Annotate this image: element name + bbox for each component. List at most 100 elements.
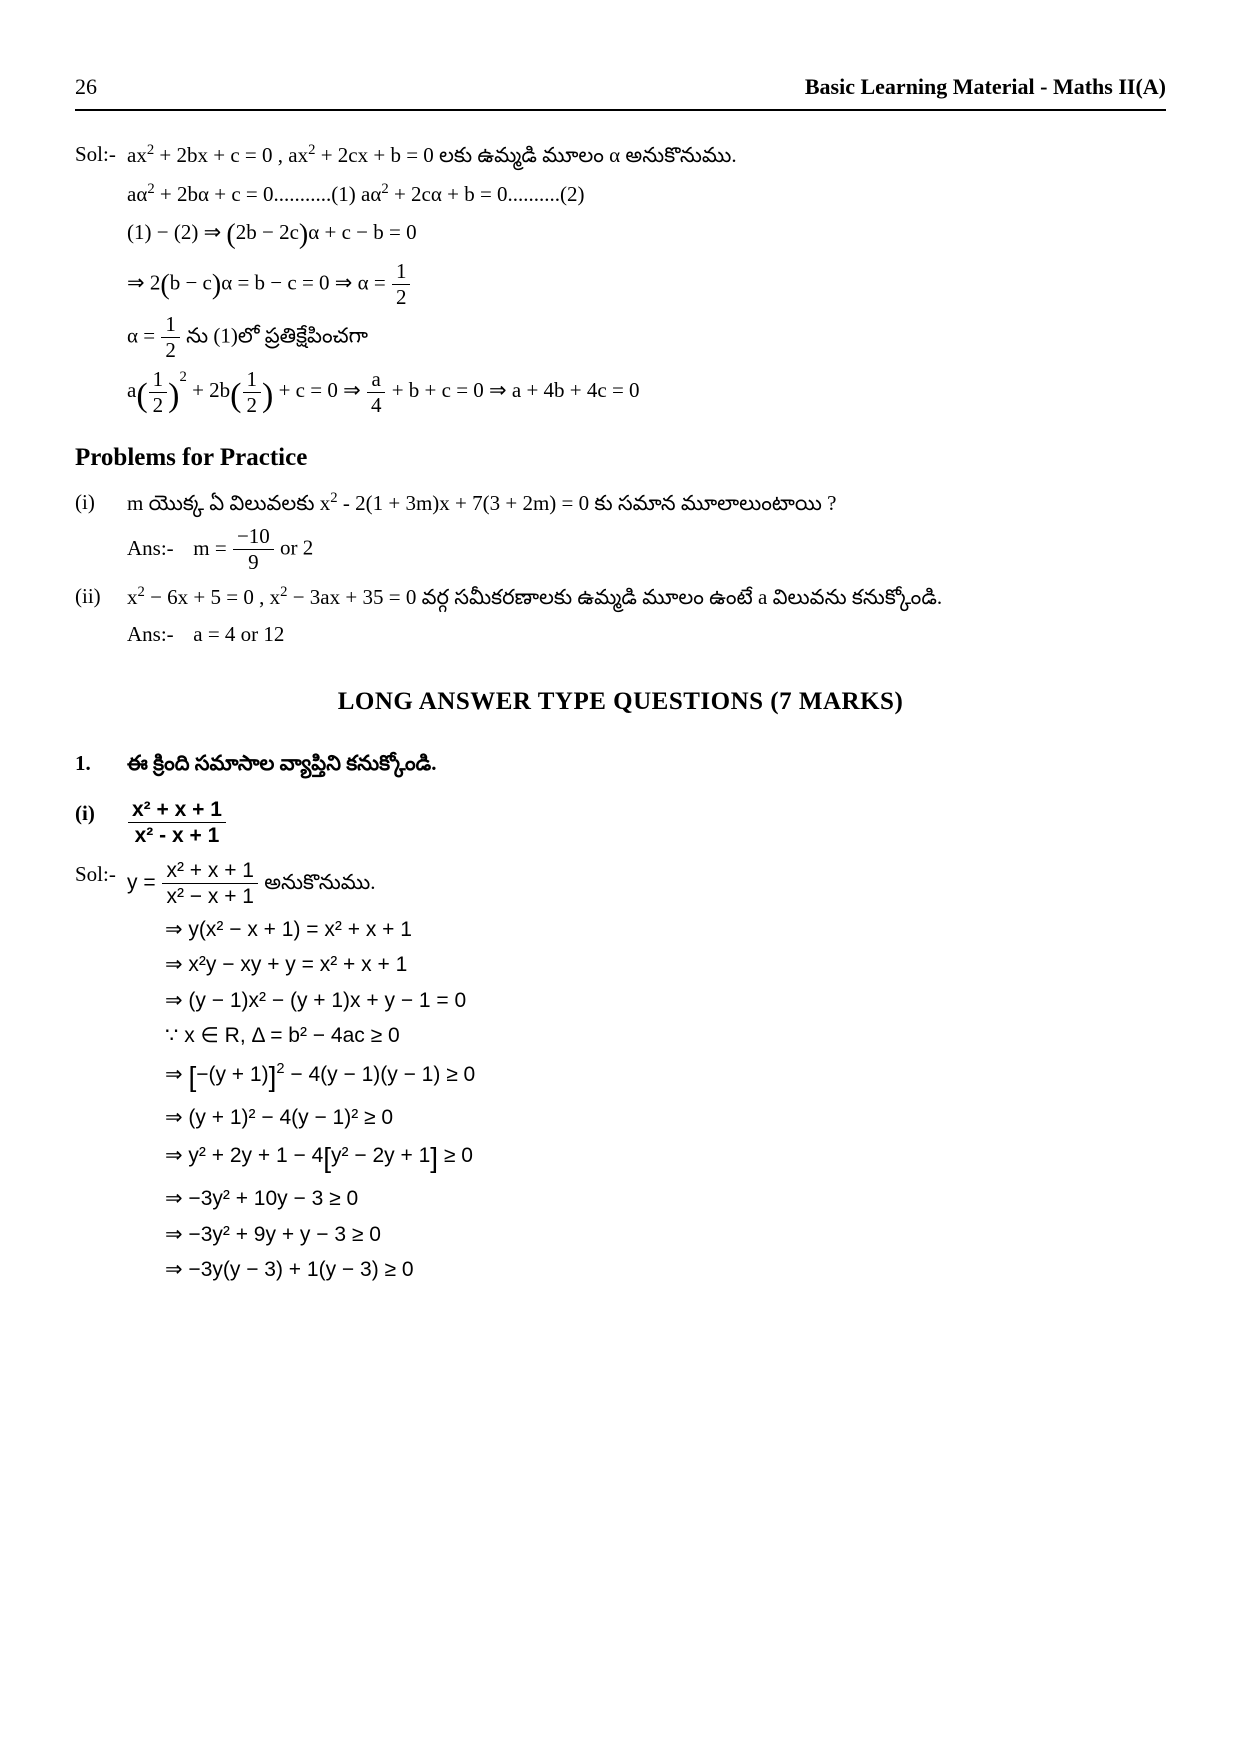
num: x² + x + 1	[128, 798, 226, 822]
num: 1	[161, 313, 180, 337]
frac-half: 12	[161, 313, 180, 362]
num: a	[367, 368, 386, 392]
sol2-l2: ⇒ y(x² − x + 1) = x² + x + 1	[165, 914, 1166, 946]
num: 1	[243, 368, 262, 392]
num: 1	[392, 260, 411, 284]
txt: m యొక్క ఏ విలువలకు x	[127, 491, 330, 515]
frac-half: 12	[392, 260, 411, 309]
txt: + 2cx + b = 0 లకు ఉమ్మడి మూలం α అనుకొనుమ…	[315, 143, 736, 167]
page-header: 26 Basic Learning Material - Maths II(A)	[75, 70, 1166, 111]
sol2-l5: ∵ x ∈ R, Δ = b² − 4ac ≥ 0	[165, 1020, 1166, 1052]
sol2-l8: ⇒ y² + 2y + 1 − 4[y² − 2y + 1] ≥ 0	[165, 1137, 1166, 1179]
txt: + 2b	[187, 378, 230, 402]
txt: - 2(1 + 3m)x + 7(3 + 2m) = 0 కు సమాన మూల…	[338, 491, 837, 515]
txt: − 4(y − 1)(y − 1) ≥ 0	[285, 1063, 476, 1086]
practice-ii: (ii) x2 − 6x + 5 = 0 , x2 − 3ax + 35 = 0…	[75, 581, 1166, 614]
sup: 2	[330, 490, 337, 506]
sol2-l1: y = x² + x + 1x² − x + 1 అనుకొనుము.	[127, 859, 1166, 908]
sol2-l10: ⇒ −3y² + 9y + y − 3 ≥ 0	[165, 1219, 1166, 1251]
num: x² + x + 1	[162, 859, 258, 883]
frac-m: −109	[233, 525, 274, 574]
sol1-line5: α = 12 ను (1)లో ప్రతిక్షేపించగా	[127, 313, 1166, 362]
lparen: (	[160, 269, 169, 300]
practice-ii-q: x2 − 6x + 5 = 0 , x2 − 3ax + 35 = 0 వర్గ…	[127, 581, 1166, 614]
num: −10	[233, 525, 274, 549]
den: x² − x + 1	[162, 883, 258, 908]
den: 2	[161, 337, 180, 362]
txt: α = b − c = 0 ⇒ α =	[221, 270, 391, 294]
txt: ≥ 0	[438, 1144, 473, 1167]
txt: + c = 0 ⇒	[273, 378, 366, 402]
txt: x	[127, 585, 138, 609]
txt: m =	[193, 536, 232, 560]
sup: 2	[381, 181, 388, 197]
sol-label: Sol:-	[75, 139, 127, 171]
txt: y =	[127, 871, 161, 894]
sol1-line2: aα2 + 2bα + c = 0...........(1) aα2 + 2c…	[127, 178, 1166, 211]
rparen: )	[168, 377, 179, 414]
q1-i-row: (i) x² + x + 1x² - x + 1	[75, 798, 1166, 847]
ans-label: Ans:-	[127, 619, 182, 651]
page-number: 26	[75, 70, 97, 103]
txt: b − c	[170, 270, 212, 294]
txt: or 2	[275, 536, 314, 560]
q1-row: 1. ఈ క్రింది సమాసాల వ్యాప్తిని కనుక్కోండ…	[75, 748, 1166, 780]
sol2-label: Sol:-	[75, 859, 127, 891]
txt: (1) − (2) ⇒	[127, 220, 226, 244]
rparen: )	[262, 377, 273, 414]
den: 2	[149, 392, 168, 417]
txt: ax	[127, 143, 147, 167]
practice-ii-ans: Ans:- a = 4 or 12	[127, 619, 1166, 651]
frac-a4: a4	[367, 368, 386, 417]
den: 2	[243, 392, 262, 417]
txt: y² − 2y + 1	[331, 1144, 430, 1167]
txt: − 3ax + 35 = 0 వర్గ సమీకరణాలకు ఉమ్మడి మూ…	[287, 585, 942, 609]
txt: ను (1)లో ప్రతిక్షేపించగా	[181, 324, 368, 348]
sol2-l7: ⇒ (y + 1)² − 4(y − 1)² ≥ 0	[165, 1102, 1166, 1134]
txt: a	[127, 378, 136, 402]
q1-i-frac: x² + x + 1x² - x + 1	[127, 798, 1166, 847]
sol2-l4: ⇒ (y − 1)x² − (y + 1)x + y − 1 = 0	[165, 985, 1166, 1017]
lparen: (	[136, 377, 147, 414]
sol2-l3: ⇒ x²y − xy + y = x² + x + 1	[165, 949, 1166, 981]
txt: అనుకొనుము.	[259, 870, 376, 894]
den: 2	[392, 284, 411, 309]
den: x² - x + 1	[128, 822, 226, 847]
book-title: Basic Learning Material - Maths II(A)	[805, 70, 1166, 103]
sol1-line1: ax2 + 2bx + c = 0 , ax2 + 2cx + b = 0 లక…	[127, 139, 1166, 172]
practice-i: (i) m యొక్క ఏ విలువలకు x2 - 2(1 + 3m)x +…	[75, 487, 1166, 520]
ii-label: (ii)	[75, 581, 127, 613]
practice-i-ans: Ans:- m = −109 or 2	[127, 525, 1166, 574]
rparen: )	[299, 219, 308, 250]
practice-i-q: m యొక్క ఏ విలువలకు x2 - 2(1 + 3m)x + 7(3…	[127, 487, 1166, 520]
long-answer-heading: LONG ANSWER TYPE QUESTIONS (7 MARKS)	[75, 683, 1166, 721]
frac-expr: x² + x + 1x² - x + 1	[128, 798, 226, 847]
q1-num: 1.	[75, 748, 127, 780]
txt: + 2cα + b = 0..........(2)	[389, 182, 585, 206]
sup: 2	[179, 369, 186, 385]
txt: α =	[127, 324, 160, 348]
txt: + b + c = 0 ⇒ a + 4b + 4c = 0	[386, 378, 639, 402]
txt: ⇒ 2	[127, 270, 160, 294]
q1-text: ఈ క్రింది సమాసాల వ్యాప్తిని కనుక్కోండి.	[127, 748, 1166, 780]
i-label: (i)	[75, 487, 127, 519]
sol2-row: Sol:- y = x² + x + 1x² − x + 1 అనుకొనుము…	[75, 859, 1166, 908]
sol2-l11: ⇒ −3y(y − 3) + 1(y − 3) ≥ 0	[165, 1254, 1166, 1286]
sol1-line6: a(12)2 + 2b(12) + c = 0 ⇒ a4 + b + c = 0…	[127, 366, 1166, 421]
txt: + 2bx + c = 0 , ax	[154, 143, 308, 167]
txt: − 6x + 5 = 0 , x	[145, 585, 280, 609]
q1-i-label: (i)	[75, 798, 127, 830]
txt: 2b − 2c	[236, 220, 299, 244]
sol1-row: Sol:- ax2 + 2bx + c = 0 , ax2 + 2cx + b …	[75, 139, 1166, 172]
rbrack: ]	[430, 1142, 438, 1173]
sol2-l9: ⇒ −3y² + 10y − 3 ≥ 0	[165, 1183, 1166, 1215]
txt: aα	[127, 182, 147, 206]
txt: α + c − b = 0	[308, 220, 416, 244]
lparen: (	[230, 377, 241, 414]
frac-half: 12	[243, 368, 262, 417]
sup: 2	[147, 181, 154, 197]
lbrack: [	[323, 1142, 331, 1173]
txt: + 2bα + c = 0...........(1) aα	[155, 182, 382, 206]
sol1-line3: (1) − (2) ⇒ (2b − 2c)α + c − b = 0	[127, 214, 1166, 256]
rparen: )	[212, 269, 221, 300]
